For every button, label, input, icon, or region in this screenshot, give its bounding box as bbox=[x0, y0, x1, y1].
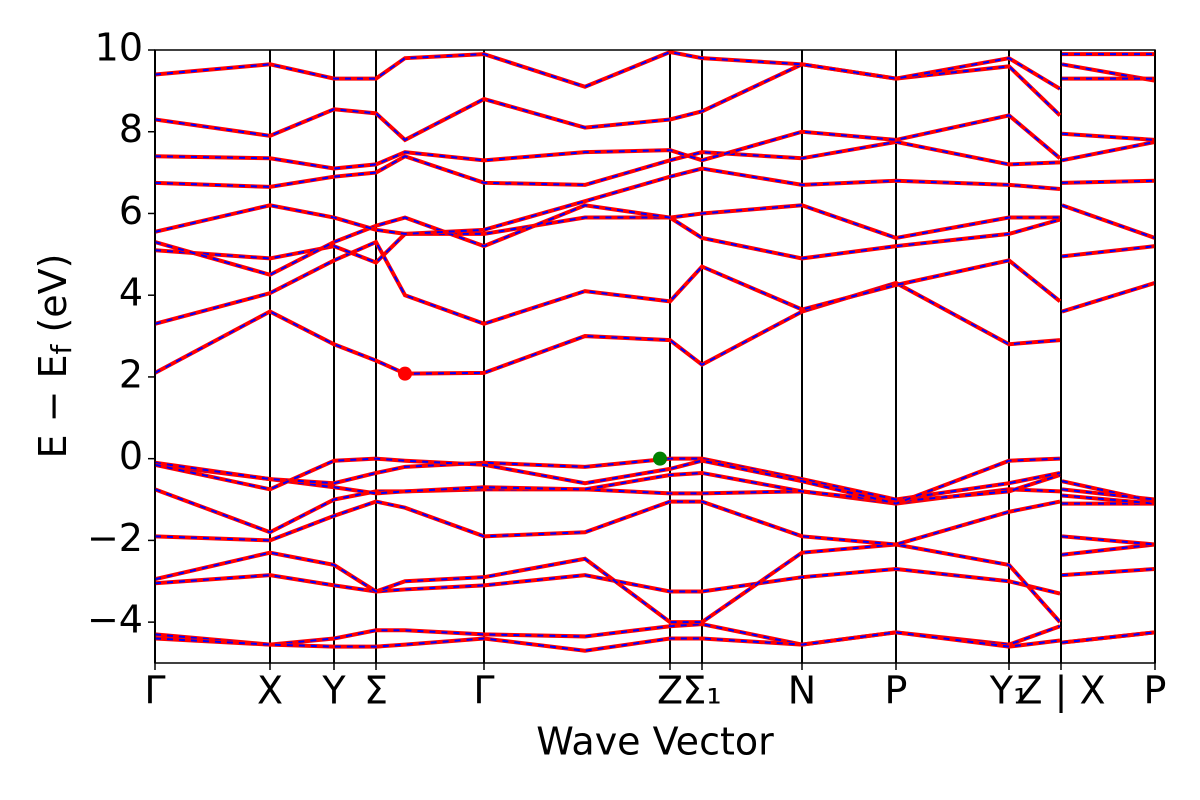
y-label-part: E − E bbox=[31, 354, 75, 458]
band-line-dashed bbox=[155, 281, 1155, 375]
plot-frame bbox=[154, 49, 1156, 664]
x-tick-label: P bbox=[885, 669, 908, 713]
x-tick-label: Σ₁ bbox=[682, 669, 721, 713]
y-label-sub: f bbox=[45, 343, 78, 354]
y-tick-label: −2 bbox=[87, 516, 143, 560]
band-line bbox=[155, 62, 1155, 171]
x-tick-label: X bbox=[257, 669, 283, 713]
x-tick-label: Y bbox=[321, 669, 346, 713]
y-tick-label: 4 bbox=[119, 271, 143, 315]
x-tick-label: Y₁ bbox=[989, 669, 1028, 713]
band-line-dashed bbox=[155, 63, 1155, 142]
y-tick-label: 0 bbox=[119, 434, 143, 478]
band-line bbox=[155, 280, 1155, 376]
band-line bbox=[155, 456, 1155, 504]
band-line-dashed bbox=[155, 51, 1155, 90]
y-label-part: (eV) bbox=[31, 254, 75, 345]
y-tick-label: 6 bbox=[119, 189, 143, 233]
x-tick-label: Γ bbox=[473, 669, 494, 713]
band-line-dashed bbox=[155, 631, 1155, 652]
y-tick-label: 10 bbox=[95, 26, 143, 70]
band-line-dashed bbox=[155, 179, 1155, 276]
band-line-dashed bbox=[155, 457, 1155, 505]
band-line-dashed bbox=[155, 543, 1155, 624]
band-line bbox=[155, 62, 1155, 143]
band-line-dashed bbox=[155, 204, 1155, 264]
x-tick-label: Z bbox=[657, 669, 683, 713]
y-tick-label: 8 bbox=[119, 107, 143, 151]
plot bbox=[155, 50, 1155, 653]
band-line-dashed bbox=[155, 63, 1155, 170]
band-edge-point bbox=[653, 451, 667, 466]
band-line-dashed bbox=[155, 240, 1155, 325]
x-tick-label: P bbox=[1144, 669, 1167, 713]
band-line-dashed bbox=[155, 457, 1155, 503]
x-tick-label: Γ bbox=[144, 669, 165, 713]
band-line-dashed bbox=[155, 568, 1155, 595]
y-axis-label: E − Ef (eV) bbox=[31, 254, 79, 459]
y-tick-label: −4 bbox=[87, 598, 143, 642]
band-line-dashed bbox=[155, 132, 1155, 188]
band-line-dashed bbox=[155, 140, 1155, 235]
x-tick-label: N bbox=[788, 669, 816, 713]
x-tick-label: Σ bbox=[364, 669, 388, 713]
x-tick-label: Z | X bbox=[1016, 669, 1105, 714]
band-line bbox=[155, 239, 1155, 326]
y-tick-label: 2 bbox=[119, 352, 143, 396]
band-line-dashed bbox=[155, 500, 1155, 546]
x-axis-label: Wave Vector bbox=[536, 720, 774, 764]
band-edge-point bbox=[398, 366, 412, 381]
